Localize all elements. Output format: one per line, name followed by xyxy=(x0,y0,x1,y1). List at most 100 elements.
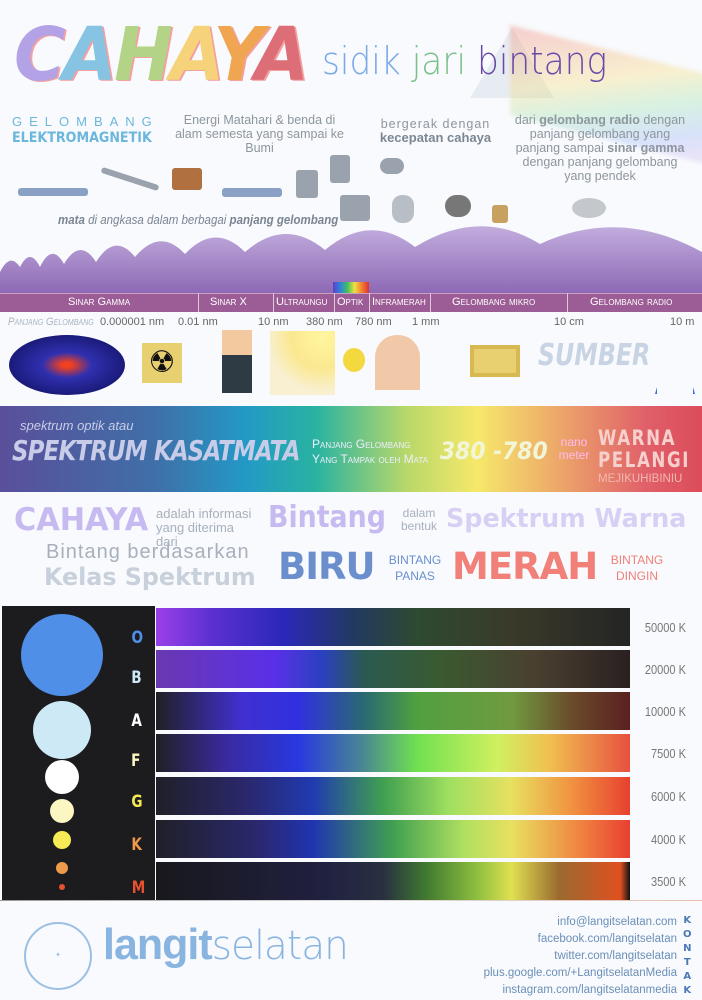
subtitle-word: bintang xyxy=(476,39,608,83)
contact-label-letter: T xyxy=(683,957,691,968)
satellite-icon xyxy=(340,195,370,221)
title-letter: H xyxy=(114,12,173,98)
wavelength-value: 0.01 nm xyxy=(178,316,218,328)
band-label: Ultraungu xyxy=(276,296,328,308)
microwave-icon xyxy=(470,345,520,377)
em-heading-line1: GELOMBANG xyxy=(12,114,159,129)
wavelength-value: 10 cm xyxy=(554,316,584,328)
contact-label-letter: A xyxy=(683,971,692,982)
em-heading-line2: ELEKTROMAGNETIK xyxy=(12,130,152,146)
satellite-icon xyxy=(100,166,160,192)
statement-hot: BINTANG PANAS xyxy=(388,553,442,583)
spectrum-K xyxy=(156,820,630,858)
contact-label-letter: N xyxy=(683,943,692,954)
page-subtitle: sidik jari bintang xyxy=(322,42,607,80)
satellite-icon xyxy=(330,155,350,183)
statement-dalam: dalam bentuk xyxy=(400,506,438,533)
wavelength-value: 0.000001 nm xyxy=(100,316,165,328)
energy-text: Energi Matahari & benda di alam semesta … xyxy=(175,113,344,155)
rainbow-line1: WARNA xyxy=(598,426,677,450)
brand-logo: langitselatan xyxy=(103,920,349,970)
contact-instagram[interactable]: instagram.com/langitselatanmedia xyxy=(502,984,677,996)
divider xyxy=(0,900,702,901)
contact-googleplus[interactable]: plus.google.com/+LangitselatanMedia xyxy=(483,967,677,979)
band-bar xyxy=(0,293,702,312)
visible-desc-line1: Panjang Gelombang xyxy=(312,437,411,451)
light-bulb-icon xyxy=(343,348,365,372)
band-divider xyxy=(430,293,431,312)
visible-unit: nano meter xyxy=(556,436,592,462)
contact-label-letter: O xyxy=(683,929,692,940)
brand-light: selatan xyxy=(211,923,349,969)
statement-biru: BIRU xyxy=(278,545,376,588)
contact-list: info@langitselatan.com facebook.com/lang… xyxy=(455,914,677,999)
galaxy-image xyxy=(9,335,125,395)
contact-label-letter: K xyxy=(683,915,692,926)
visible-intro: spektrum optik atau xyxy=(20,418,134,433)
title-letter: Y xyxy=(213,12,257,98)
spectral-class-label: A xyxy=(131,711,142,731)
eyes-caption: mata di angkasa dalam berbagai panjang g… xyxy=(58,213,339,227)
star-circle xyxy=(50,799,74,823)
speed-line1: bergerak dengan xyxy=(380,117,491,131)
unit-line1: nano xyxy=(560,435,588,449)
star-circle xyxy=(56,862,68,874)
contact-twitter[interactable]: twitter.com/langitselatan xyxy=(554,950,677,962)
satellite-icon xyxy=(18,188,88,196)
spectrum-F xyxy=(156,734,630,772)
em-wave-graphic xyxy=(0,226,702,294)
satellite-icon xyxy=(392,195,414,223)
statement-merah: MERAH xyxy=(452,545,598,588)
statement-cold: BINTANG DINGIN xyxy=(610,553,664,583)
temperature-label: 6000 K xyxy=(650,789,686,804)
visible-range: 380 -780 xyxy=(440,437,548,465)
wavelength-value: 1 mm xyxy=(412,316,440,328)
star-circle xyxy=(21,614,103,696)
statement-bintang: Bintang xyxy=(268,500,386,535)
contact-label-letter: K xyxy=(683,985,692,996)
temperature-label: 3500 K xyxy=(650,874,686,889)
wavelength-label: Panjang Gelombang xyxy=(8,316,94,328)
prism-image xyxy=(470,28,554,98)
xray-person-icon xyxy=(222,330,252,393)
band-divider xyxy=(369,293,370,312)
band-divider xyxy=(567,293,568,312)
spectral-class-label: F xyxy=(131,751,141,771)
subtitle-word: jari xyxy=(411,39,467,83)
temperature-label: 10000 K xyxy=(644,704,686,719)
satellite-icon xyxy=(222,188,282,197)
temperature-label: 4000 K xyxy=(650,832,686,847)
page-title: CAHAYA xyxy=(14,18,309,92)
radiation-icon: ☢ xyxy=(142,343,182,383)
star-circle xyxy=(45,760,79,794)
rainbow-line2: PELANGI xyxy=(598,448,690,472)
visible-spectrum-banner xyxy=(0,406,702,492)
sunbathing-person-icon xyxy=(270,331,335,395)
brand-bold: langit xyxy=(103,920,213,969)
contact-facebook[interactable]: facebook.com/langitselatan xyxy=(537,933,677,945)
rainbow-heading: WARNA PELANGI xyxy=(598,427,690,471)
temperature-label: 20000 K xyxy=(644,662,686,677)
spectral-class-label: O xyxy=(131,628,144,648)
heater-icon xyxy=(375,335,420,390)
wavelength-value: 10 m xyxy=(670,316,695,328)
satellite-icon xyxy=(492,205,508,223)
spectral-class-label: B xyxy=(131,668,142,688)
star-circle xyxy=(53,831,71,849)
statement-based-line2: Kelas Spektrum xyxy=(44,563,256,591)
spectrum-A xyxy=(156,692,630,730)
visible-title: SPEKTRUM KASATMATA xyxy=(12,434,300,467)
wavelength-value: 380 nm xyxy=(306,316,343,328)
rainbow-mnemonic: MEJIKUHIBINIU xyxy=(598,473,683,485)
star-circle xyxy=(33,701,91,759)
spectrum-G xyxy=(156,777,630,815)
band-label: Gelombang mikro xyxy=(452,296,536,308)
wavelength-value: 10 nm xyxy=(258,316,289,328)
radio-tower-icon xyxy=(655,332,695,394)
contact-email[interactable]: info@langitselatan.com xyxy=(557,916,677,928)
statement-cahaya: CAHAYA xyxy=(14,502,149,538)
band-divider xyxy=(198,293,199,312)
band-label: Sinar Gamma xyxy=(68,296,131,308)
band-label: Inframerah xyxy=(372,296,426,308)
